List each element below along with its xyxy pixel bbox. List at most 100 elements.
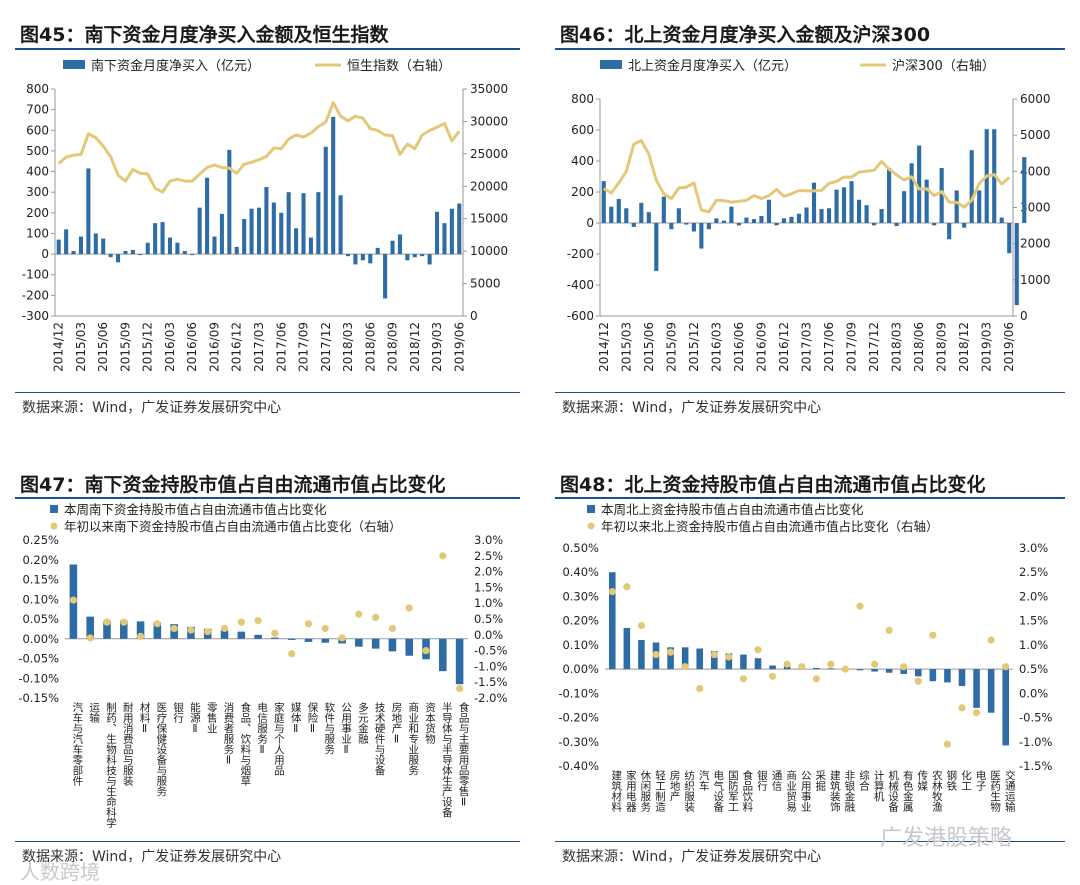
bar <box>220 630 229 639</box>
y2-tick-label: 1.0% <box>1019 638 1048 652</box>
category-label: 公用事业Ⅱ <box>340 702 352 756</box>
y2-tick-label: 5000 <box>470 277 501 291</box>
y-tick-label: -400 <box>567 278 594 292</box>
bar <box>969 150 974 223</box>
x-tick-label: 2015/06 <box>642 322 656 372</box>
bar <box>160 222 165 255</box>
x-tick-label: 2018/03 <box>890 322 904 372</box>
bar <box>116 254 121 263</box>
y-tick-label: -0.05% <box>18 652 59 666</box>
fig46-bottom-rule <box>555 392 1065 393</box>
category-label: 电子 <box>975 769 987 791</box>
y2-tick-label: 2.0% <box>1019 589 1048 603</box>
category-label: 医药生物 <box>989 770 1001 813</box>
bar <box>944 669 951 683</box>
x-tick-label: 2019/03 <box>430 322 444 372</box>
bar <box>624 208 629 223</box>
dot <box>237 618 245 626</box>
x-tick-label: 2016/03 <box>709 322 723 372</box>
category-label: 制药、生物科技与生命科学 <box>105 701 117 828</box>
bar <box>301 193 306 255</box>
bar <box>681 647 689 670</box>
bar <box>123 250 128 255</box>
bar <box>182 250 187 255</box>
bar <box>338 195 343 255</box>
category-label: 食品、饮料与烟草 <box>239 701 251 786</box>
y2-tick-label: -1.0% <box>474 659 507 673</box>
x-tick-label: 2014/12 <box>597 322 611 372</box>
y2-tick-label: 0.0% <box>1019 686 1048 700</box>
legend-bar-swatch <box>63 60 85 69</box>
x-tick-label: 2018/09 <box>386 322 400 372</box>
dot <box>422 647 430 655</box>
dot <box>870 660 879 668</box>
dot <box>900 663 908 671</box>
category-label: 电信服务Ⅱ <box>256 701 268 756</box>
y2-tick-label: 3.0% <box>474 533 503 547</box>
bar <box>909 163 914 223</box>
bar <box>691 223 696 232</box>
legend-bar-label: 北上资金月度净买入（亿元） <box>628 58 797 74</box>
y2-tick-label: -1.5% <box>474 675 507 689</box>
x-tick-label: 2016/06 <box>732 322 746 372</box>
y2-tick-label: -2.0% <box>474 691 507 705</box>
bar <box>929 669 937 682</box>
category-label: 汽车 <box>698 769 710 792</box>
x-tick-label: 2016/09 <box>754 322 768 372</box>
bar <box>849 181 854 223</box>
fig48-chart: 本周北上资金持股市值占自由流通市值占比变化年初以来北上资金持股市值占自由流通市值… <box>558 502 1052 813</box>
dot <box>608 588 616 596</box>
y-tick-label: 0.20% <box>562 614 599 628</box>
bar <box>744 217 749 223</box>
watermark-right: 广发港股策略 <box>880 826 1013 851</box>
category-label: 材料Ⅱ <box>139 701 151 735</box>
bar <box>286 192 291 255</box>
bar <box>616 198 621 223</box>
category-label: 家庭与个人用品 <box>273 701 285 776</box>
bar <box>864 205 869 223</box>
dot <box>321 624 329 633</box>
bar <box>212 236 217 255</box>
dot <box>987 636 995 644</box>
category-label: 国防军工 <box>727 770 739 812</box>
y-tick-label: 100 <box>26 226 49 240</box>
bar <box>711 650 718 670</box>
bar <box>939 167 944 223</box>
dot <box>696 684 704 693</box>
y-tick-label: -0.10% <box>558 686 599 700</box>
y2-tick-label: 0.5% <box>1019 662 1048 676</box>
y-tick-label: 200 <box>571 185 594 199</box>
fig48-source: 数据来源：Wind，广发证券发展研究中心 <box>562 849 822 865</box>
index-line <box>603 139 1011 214</box>
y-tick-label: 0 <box>586 216 594 230</box>
dot <box>405 604 413 612</box>
bar <box>1022 157 1027 223</box>
y2-tick-label: 35000 <box>470 82 508 96</box>
dot <box>725 653 733 661</box>
x-tick-label: 2015/09 <box>118 322 132 372</box>
bar <box>639 202 644 223</box>
category-label: 食品饮料 <box>741 769 753 813</box>
bar <box>427 254 432 265</box>
bar <box>699 223 704 249</box>
category-label: 轻工制造 <box>654 769 666 812</box>
dot <box>623 583 631 591</box>
bar <box>646 212 651 223</box>
bar <box>442 223 447 255</box>
dot <box>338 634 346 642</box>
bar <box>227 149 232 255</box>
y-tick-label: 0.00% <box>562 662 599 676</box>
x-tick-label: 2015/03 <box>74 322 88 372</box>
bar <box>871 669 878 672</box>
dot <box>739 675 748 683</box>
x-tick-label: 2016/12 <box>777 322 791 372</box>
bar <box>93 233 98 255</box>
y-tick-label: -0.40% <box>558 759 599 773</box>
dot <box>355 610 363 618</box>
category-label: 房地产Ⅱ <box>390 701 402 745</box>
y-tick-label: 800 <box>26 82 49 96</box>
category-label: 建筑材料 <box>610 769 622 813</box>
bar <box>623 627 631 670</box>
bar <box>902 191 907 223</box>
bar <box>706 223 711 230</box>
